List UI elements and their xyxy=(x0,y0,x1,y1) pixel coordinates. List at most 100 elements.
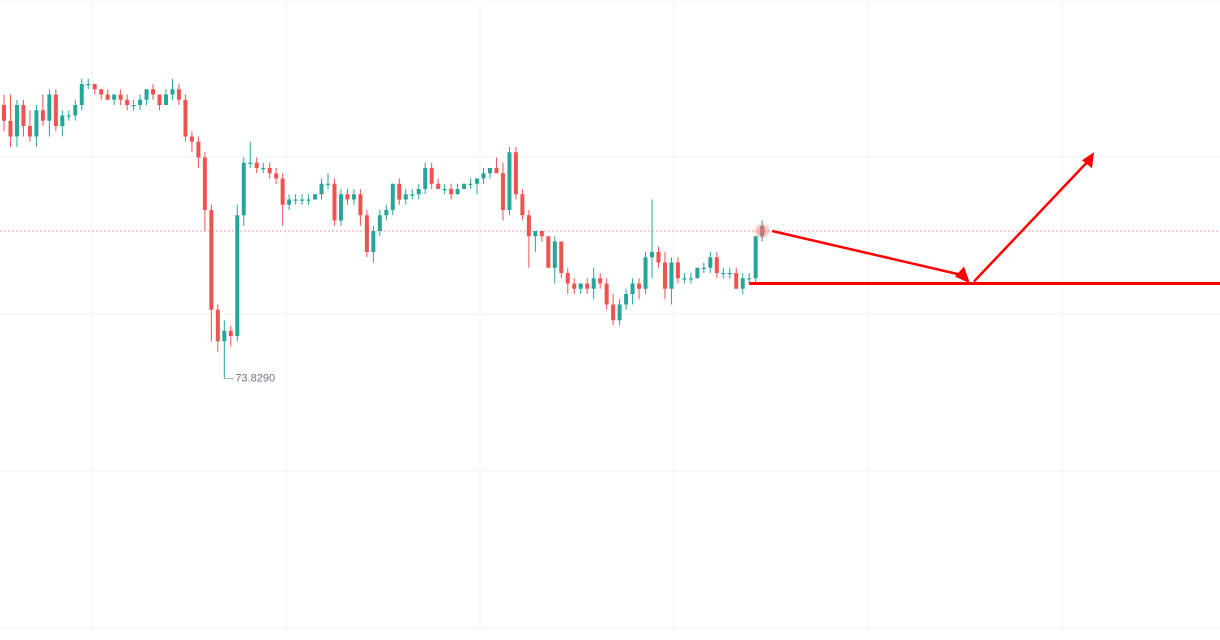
candle-body xyxy=(682,278,687,280)
candle xyxy=(34,105,39,147)
candle-body xyxy=(157,94,162,105)
candle xyxy=(125,94,130,111)
candle xyxy=(377,210,382,237)
candle xyxy=(99,89,104,100)
candle xyxy=(338,189,343,226)
candle-body xyxy=(377,215,382,231)
candle-body xyxy=(455,189,460,195)
candle-body xyxy=(481,173,486,179)
candle xyxy=(345,189,350,205)
candle-body xyxy=(462,183,467,189)
candle xyxy=(585,278,590,294)
candle-body xyxy=(494,168,499,174)
candle xyxy=(358,189,363,226)
candle-body xyxy=(727,273,732,275)
candle-body xyxy=(384,210,389,216)
candle xyxy=(494,157,499,174)
candle-body xyxy=(235,215,240,336)
low-price-label: 73.8290 xyxy=(235,373,275,385)
candle xyxy=(740,273,745,294)
candle-body xyxy=(47,94,52,121)
candle xyxy=(215,304,220,352)
candle xyxy=(47,89,52,137)
candle-body xyxy=(714,257,719,273)
candle xyxy=(371,225,376,263)
candle xyxy=(351,189,356,205)
candle-body xyxy=(73,105,78,116)
candle-body xyxy=(125,99,130,105)
candle xyxy=(274,168,279,184)
candle-body xyxy=(488,168,492,174)
candle-body xyxy=(578,283,583,289)
candle xyxy=(164,89,168,105)
candle-body xyxy=(364,215,369,252)
candle-body xyxy=(228,330,233,336)
candle xyxy=(598,273,603,289)
candle xyxy=(196,136,201,168)
candle-body xyxy=(287,199,292,205)
candle-body xyxy=(624,294,629,305)
candle-body xyxy=(526,215,531,237)
candle-body xyxy=(390,183,395,210)
candle xyxy=(183,94,188,142)
candle xyxy=(708,252,713,273)
candle xyxy=(384,204,389,221)
candle-body xyxy=(8,120,13,137)
candle xyxy=(734,267,739,289)
candle xyxy=(254,157,259,174)
candle xyxy=(60,110,65,137)
candle-body xyxy=(708,257,713,268)
candle-body xyxy=(313,194,318,200)
candle xyxy=(21,99,26,137)
candle xyxy=(118,89,123,105)
candle xyxy=(526,210,531,268)
candle-body xyxy=(468,183,473,185)
candle-body xyxy=(164,94,168,105)
candle xyxy=(481,168,486,184)
candle-body xyxy=(144,89,149,100)
candle xyxy=(591,267,596,300)
candle-body xyxy=(747,278,752,280)
candle xyxy=(533,231,538,252)
candle-body xyxy=(196,141,201,158)
candle xyxy=(293,194,298,205)
candle xyxy=(552,236,557,284)
candle xyxy=(436,178,441,189)
candle-body xyxy=(215,309,220,342)
candle-body xyxy=(533,231,538,237)
candle-body xyxy=(565,273,570,284)
candle xyxy=(209,204,214,342)
candle xyxy=(449,183,454,200)
candle xyxy=(53,89,58,132)
candle-body xyxy=(721,273,726,275)
candle xyxy=(468,178,473,189)
candle xyxy=(66,110,71,121)
candle-body xyxy=(416,189,421,195)
candle-body xyxy=(27,126,32,137)
candle-body xyxy=(371,231,376,252)
candle-body xyxy=(105,94,110,100)
candle-body xyxy=(358,194,363,216)
candle xyxy=(753,236,758,284)
candle-body xyxy=(40,110,45,121)
candle xyxy=(73,99,78,121)
candle xyxy=(656,246,661,268)
candle xyxy=(306,194,311,205)
candle-body xyxy=(572,283,577,289)
candle-body xyxy=(520,194,525,216)
candle xyxy=(578,283,583,294)
candle-body xyxy=(241,162,246,216)
candle-body xyxy=(319,183,324,195)
candle-body xyxy=(306,199,311,201)
candle xyxy=(300,194,305,205)
candle-body xyxy=(688,278,693,280)
candle-body xyxy=(449,189,454,195)
candle xyxy=(662,252,667,300)
candle xyxy=(138,94,143,111)
candle-body xyxy=(53,94,58,126)
candle xyxy=(701,262,706,273)
candle-body xyxy=(351,194,356,200)
candle-body xyxy=(248,162,253,164)
candle-body xyxy=(662,262,667,289)
